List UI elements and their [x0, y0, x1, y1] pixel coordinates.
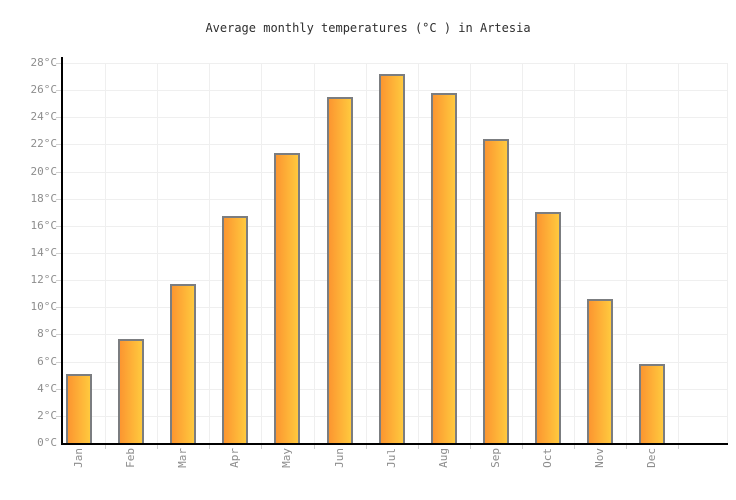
gridline-vertical: [261, 63, 263, 443]
y-axis-tick: [56, 90, 61, 92]
gridline-horizontal: [63, 63, 728, 64]
bar-jun: [326, 96, 353, 443]
x-axis-tick: [574, 445, 575, 449]
gridline-vertical: [626, 63, 628, 443]
bar-apr: [222, 216, 249, 443]
x-axis-tick-label: May: [280, 448, 294, 468]
bar-may: [274, 152, 301, 443]
y-axis-tick-label: 14°C: [30, 246, 58, 259]
x-axis-tick: [521, 445, 523, 449]
y-axis-tick: [56, 334, 61, 336]
y-axis-tick: [56, 388, 61, 390]
y-axis-tick: [56, 280, 61, 282]
gridline-vertical: [105, 63, 106, 443]
gridline-vertical: [157, 63, 159, 443]
y-axis-tick: [56, 117, 61, 119]
x-axis-line: [61, 443, 728, 445]
y-axis-tick-label: 20°C: [30, 164, 58, 178]
y-axis-tick-label: 6°C: [37, 354, 57, 368]
x-axis-tick: [105, 445, 106, 449]
x-axis-tick-label: Aug: [436, 448, 450, 468]
x-axis-tick-label: Dec: [645, 448, 659, 468]
x-axis-tick-label: Oct: [540, 448, 554, 468]
gridline-vertical: [209, 63, 211, 443]
gridline-vertical: [469, 63, 471, 443]
bar-mar: [170, 284, 197, 443]
bar-oct: [534, 212, 561, 443]
y-axis-tick-label: 26°C: [30, 83, 58, 97]
gridline-vertical: [417, 63, 419, 443]
gridline-vertical: [521, 63, 523, 443]
y-axis-tick-label: 2°C: [37, 408, 57, 422]
bar-aug: [430, 92, 457, 443]
y-axis-tick: [56, 253, 61, 254]
x-axis-tick-label: Jul: [384, 448, 398, 468]
gridline-vertical: [365, 63, 367, 443]
y-axis-tick: [56, 361, 61, 363]
y-axis-tick-label: 22°C: [30, 137, 58, 151]
y-axis-tick-label: 10°C: [30, 300, 58, 314]
gridline-vertical: [727, 63, 728, 443]
x-axis-tick-label: Nov: [593, 448, 606, 468]
y-axis-tick-label: 18°C: [30, 191, 58, 205]
bar-jan: [66, 373, 92, 443]
y-axis-tick-label: 12°C: [30, 273, 58, 287]
gridline-vertical: [313, 63, 315, 443]
x-axis-tick-label: Jan: [72, 448, 85, 468]
gridline-vertical: [678, 63, 680, 443]
x-axis-tick-label: Feb: [124, 448, 138, 468]
y-axis-tick-label: 28°C: [30, 56, 58, 69]
x-axis-tick: [365, 445, 367, 449]
x-axis-tick: [417, 445, 419, 449]
x-axis-tick: [261, 445, 263, 449]
y-axis-tick-label: 8°C: [37, 327, 57, 341]
x-axis-tick: [209, 445, 211, 449]
y-axis-tick-label: 16°C: [30, 218, 58, 232]
y-axis-tick: [56, 171, 61, 173]
x-axis-tick-label: Jun: [332, 448, 346, 468]
bar-dec: [639, 364, 666, 443]
y-axis-tick: [56, 415, 61, 417]
bar-jul: [378, 73, 405, 443]
y-axis-tick: [56, 198, 61, 200]
y-axis-tick: [56, 63, 61, 64]
gridline-vertical: [574, 63, 575, 443]
y-axis-tick-label: 0°C: [37, 436, 57, 449]
bar-nov: [587, 299, 613, 443]
bar-feb: [118, 338, 145, 443]
x-axis-tick: [157, 445, 159, 449]
y-axis-tick-label: 24°C: [30, 110, 58, 124]
y-axis-tick-label: 4°C: [37, 381, 57, 395]
y-axis-tick: [56, 225, 61, 227]
bar-sep: [482, 139, 509, 443]
y-axis-tick: [56, 144, 61, 146]
chart-title: Average monthly temperatures (°C ) in Ar…: [205, 21, 531, 35]
x-axis-tick: [313, 445, 315, 449]
x-axis-tick-label: Mar: [176, 448, 190, 468]
y-axis-tick: [56, 307, 61, 309]
x-axis-tick-label: Sep: [488, 448, 502, 468]
y-axis-line: [61, 57, 63, 445]
x-axis-tick: [469, 445, 471, 449]
x-axis-tick: [678, 445, 680, 449]
x-axis-tick-label: Apr: [228, 448, 242, 468]
x-axis-tick: [626, 445, 628, 449]
